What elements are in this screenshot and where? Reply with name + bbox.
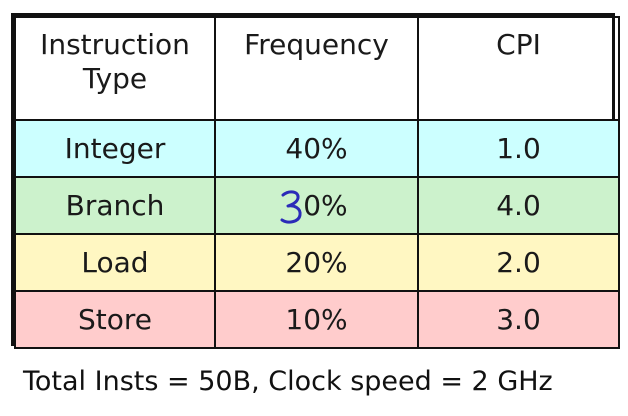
cell-cpi-integer: 1.0 bbox=[417, 119, 620, 178]
instruction-mix-table: Instruction Type Frequency CPI Integer 4… bbox=[14, 16, 620, 349]
instruction-mix-table-frame: Instruction Type Frequency CPI Integer 4… bbox=[11, 13, 620, 349]
cell-frequency-branch: 30% bbox=[214, 176, 419, 235]
cell-cpi-branch: 4.0 bbox=[417, 176, 620, 235]
cell-frequency-integer: 40% bbox=[214, 119, 419, 178]
cell-frequency-load: 20% bbox=[214, 233, 419, 292]
table-row-integer: Integer 40% 1.0 bbox=[14, 119, 620, 178]
header-cpi: CPI bbox=[417, 16, 620, 121]
cell-type-store: Store bbox=[14, 290, 216, 349]
cell-frequency-store: 10% bbox=[214, 290, 419, 349]
table-header-row: Instruction Type Frequency CPI bbox=[14, 16, 620, 121]
handwritten-annotation bbox=[279, 189, 305, 225]
table-row-load: Load 20% 2.0 bbox=[14, 233, 620, 292]
footer-summary: Total Insts = 50B, Clock speed = 2 GHz bbox=[23, 366, 553, 397]
cell-cpi-load: 2.0 bbox=[417, 233, 620, 292]
cell-type-integer: Integer bbox=[14, 119, 216, 178]
cell-cpi-store: 3.0 bbox=[417, 290, 620, 349]
cell-type-branch: Branch bbox=[14, 176, 216, 235]
header-instruction-type: Instruction Type bbox=[14, 16, 216, 121]
cell-type-load: Load bbox=[14, 233, 216, 292]
header-frequency: Frequency bbox=[214, 16, 419, 121]
table-row-branch: Branch 30% 4.0 bbox=[14, 176, 620, 235]
table-row-store: Store 10% 3.0 bbox=[14, 290, 620, 349]
